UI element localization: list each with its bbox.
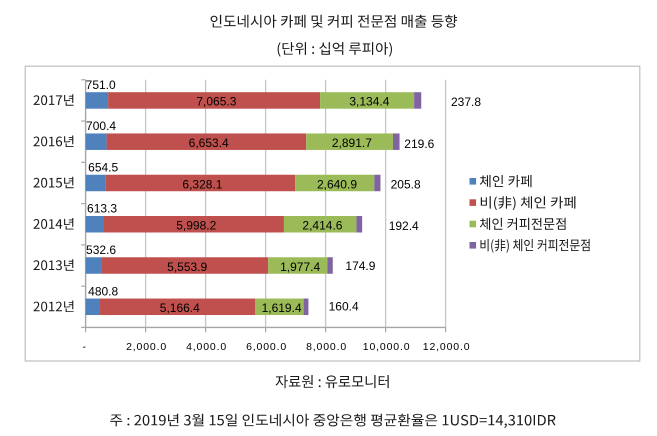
svg-text:237.8: 237.8	[451, 95, 481, 109]
svg-text:10,000.0: 10,000.0	[363, 341, 411, 353]
svg-text:5,998.2: 5,998.2	[176, 219, 216, 233]
svg-text:192.4: 192.4	[389, 219, 419, 233]
svg-text:5,166.4: 5,166.4	[160, 301, 200, 315]
svg-text:4,000.0: 4,000.0	[186, 341, 227, 353]
svg-text:2,000.0: 2,000.0	[126, 341, 167, 353]
svg-text:2,891.7: 2,891.7	[332, 136, 372, 150]
svg-text:6,328.1: 6,328.1	[182, 177, 222, 191]
svg-text:700.4: 700.4	[86, 119, 116, 133]
svg-text:8,000.0: 8,000.0	[306, 341, 347, 353]
svg-text:6,000.0: 6,000.0	[246, 341, 287, 353]
svg-text:-: -	[83, 341, 87, 353]
svg-text:1,977.4: 1,977.4	[280, 260, 320, 274]
svg-text:1,619.4: 1,619.4	[262, 301, 302, 315]
svg-text:613.3: 613.3	[87, 202, 117, 216]
svg-text:751.0: 751.0	[86, 78, 116, 92]
svg-text:480.8: 480.8	[88, 284, 118, 298]
svg-text:2,414.6: 2,414.6	[302, 219, 342, 233]
svg-text:532.6: 532.6	[86, 243, 116, 257]
svg-text:160.4: 160.4	[329, 299, 359, 313]
svg-text:3,134.4: 3,134.4	[349, 95, 389, 109]
svg-text:6,653.4: 6,653.4	[189, 136, 229, 150]
svg-text:2,640.9: 2,640.9	[317, 177, 357, 191]
svg-text:5,553.9: 5,553.9	[167, 260, 207, 274]
svg-text:12,000.0: 12,000.0	[423, 341, 471, 353]
svg-text:174.9: 174.9	[345, 259, 375, 273]
svg-text:7,065.3: 7,065.3	[196, 95, 236, 109]
svg-text:654.5: 654.5	[88, 160, 118, 174]
svg-text:219.6: 219.6	[404, 137, 434, 151]
svg-text:205.8: 205.8	[391, 177, 421, 191]
